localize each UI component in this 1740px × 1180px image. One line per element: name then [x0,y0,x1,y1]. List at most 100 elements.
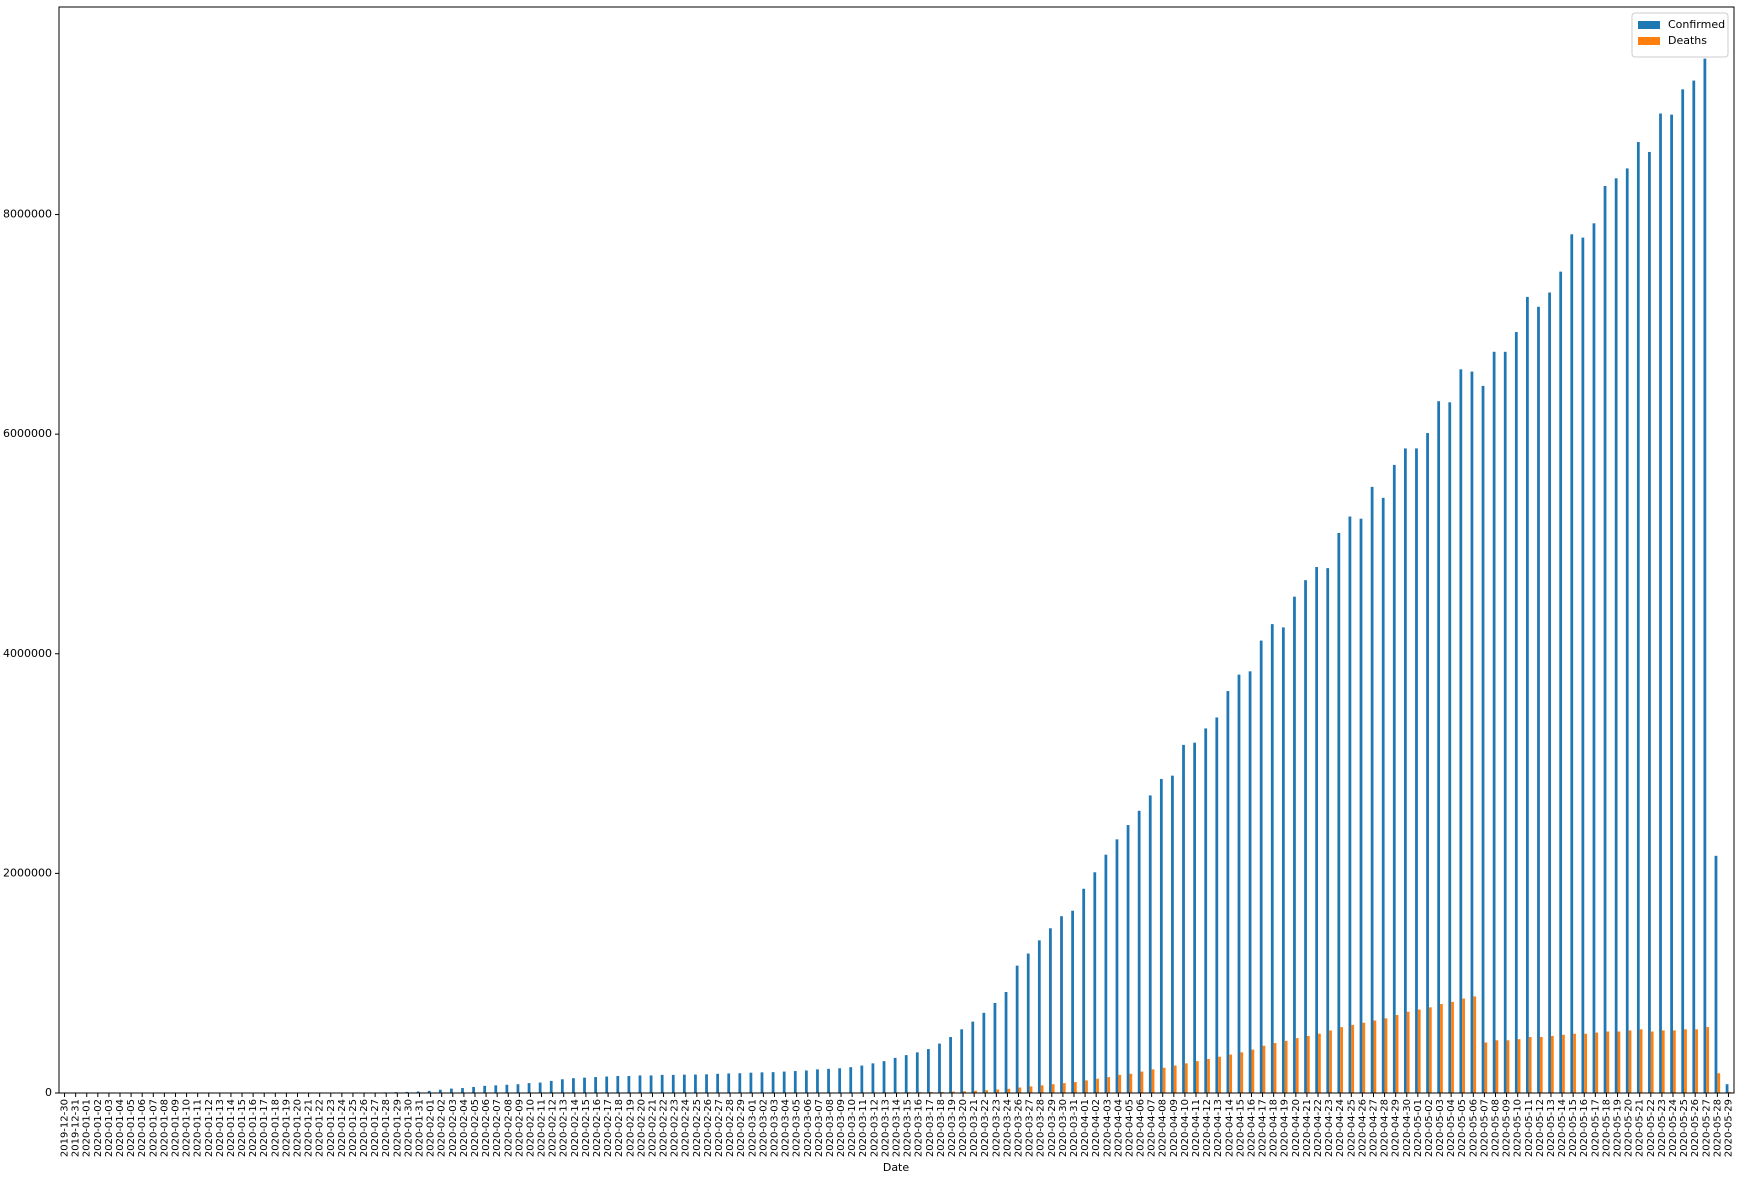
bar [1137,810,1141,1093]
x-tick-label: 2020-05-27 [1701,1099,1712,1157]
x-tick-label: 2020-04-15 [1235,1099,1246,1157]
bar [594,1077,597,1093]
x-tick-label: 2020-01-23 [326,1099,337,1157]
bar [738,1073,742,1093]
x-axis-label: Date [883,1161,910,1174]
x-tick-label: 2020-03-17 [925,1099,936,1157]
bar [974,1090,977,1093]
bar [660,1074,664,1093]
bar [1240,1052,1244,1093]
x-tick-label: 2020-01-08 [159,1099,170,1157]
x-tick-label: 2020-05-01 [1413,1099,1424,1157]
x-tick-label: 2020-02-21 [647,1099,658,1157]
bar [1392,464,1396,1093]
x-tick-label: 2020-03-31 [1069,1099,1080,1157]
bar [1415,448,1418,1093]
x-tick-label: 2020-04-23 [1324,1099,1335,1157]
bar [1617,1031,1621,1093]
bar [1603,185,1607,1093]
bar [1473,996,1477,1093]
bar [416,1091,420,1093]
bar [1270,624,1274,1093]
bar [671,1074,675,1093]
bar [1304,580,1307,1093]
x-tick-label: 2020-01-24 [337,1099,348,1157]
bar [760,1072,764,1093]
x-tick-label: 2020-03-09 [836,1099,847,1157]
x-tick-label: 2020-04-08 [1158,1099,1169,1157]
x-tick-label: 2020-03-30 [1058,1099,1069,1157]
x-tick-label: 2020-04-24 [1335,1099,1346,1157]
x-tick-label: 2020-01-30 [403,1099,414,1157]
bar [1062,1083,1066,1093]
bar [1037,940,1041,1093]
x-tick-label: 2020-05-13 [1546,1099,1557,1157]
bar [1517,1039,1521,1093]
bar [1681,89,1685,1094]
bar [627,1075,631,1093]
x-tick-label: 2020-04-02 [1091,1099,1102,1157]
bar [1661,1030,1665,1093]
bar [1293,596,1296,1093]
x-tick-label: 2020-05-03 [1435,1099,1446,1157]
x-tick-label: 2020-04-12 [1202,1099,1213,1157]
bar [1093,872,1097,1093]
x-tick-label: 2020-04-21 [1302,1099,1313,1157]
x-tick-label: 2020-05-26 [1690,1099,1701,1157]
x-tick-label: 2020-02-14 [570,1099,581,1157]
x-tick-label: 2020-02-19 [625,1099,636,1157]
bar [1448,402,1452,1094]
bar [461,1088,464,1093]
bar [1306,1035,1310,1093]
x-tick-label: 2020-02-15 [581,1099,592,1157]
bar [638,1075,642,1093]
bar [1648,151,1651,1093]
x-tick-label: 2020-01-11 [193,1099,204,1157]
bar [782,1071,786,1093]
bar [1029,1086,1033,1093]
bar [1140,1071,1144,1093]
bar [749,1072,753,1093]
bar [1171,775,1174,1093]
x-tick-label: 2020-04-20 [1291,1099,1302,1157]
x-tick-label: 2020-01-21 [304,1099,315,1157]
bar [505,1084,509,1093]
x-tick-label: 2020-02-18 [614,1099,625,1157]
bar [1437,401,1441,1093]
x-tick-label: 2020-05-09 [1502,1099,1513,1157]
bar [1073,1082,1077,1093]
bar [1625,168,1629,1093]
bar [705,1074,708,1093]
legend-swatch [1638,21,1660,29]
bar [1373,1020,1377,1093]
bar [1096,1078,1099,1093]
bar [1259,640,1263,1093]
x-tick-label: 2020-03-18 [936,1099,947,1157]
bar [1115,839,1119,1093]
bar [1725,1084,1729,1093]
x-tick-label: 2020-03-03 [769,1099,780,1157]
bar [1592,223,1596,1093]
bar [1717,1073,1721,1093]
x-tick-label: 2020-05-24 [1668,1099,1679,1157]
bar [963,1091,966,1093]
bar [951,1091,955,1093]
bar [1672,1030,1676,1093]
bar [1351,1024,1355,1093]
bar [605,1076,609,1093]
x-tick-label: 2020-02-22 [659,1099,670,1157]
x-tick-label: 2020-05-20 [1624,1099,1635,1157]
x-tick-label: 2020-03-01 [747,1099,758,1157]
x-tick-label: 2020-02-09 [514,1099,525,1157]
x-tick-label: 2019-12-30 [60,1099,71,1157]
legend-label: Deaths [1668,34,1707,47]
bar [1273,1043,1277,1093]
x-tick-label: 2020-05-12 [1535,1099,1546,1157]
bar [985,1090,989,1093]
x-tick-label: 2020-03-16 [914,1099,925,1157]
x-tick-label: 2020-02-24 [681,1099,692,1157]
bar [838,1068,842,1093]
x-tick-label: 2020-05-19 [1613,1099,1624,1157]
bar [1484,1042,1488,1093]
x-tick-label: 2020-05-29 [1723,1099,1734,1157]
